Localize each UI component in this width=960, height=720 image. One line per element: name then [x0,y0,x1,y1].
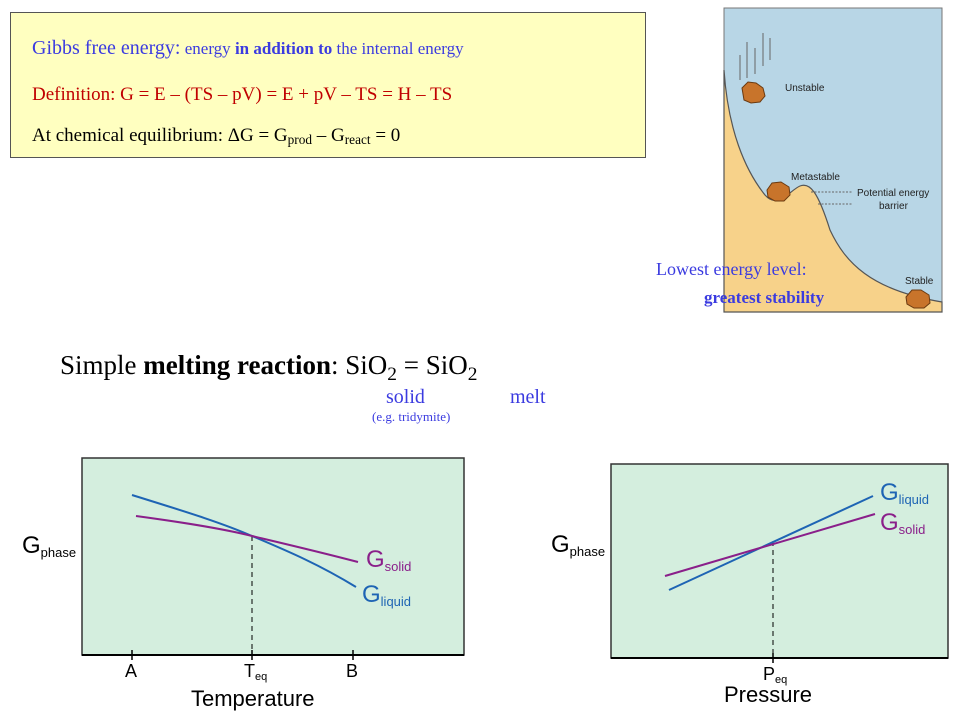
gibbs-title: Gibbs free energy [32,37,175,59]
barrier-label-1: Potential energy [857,188,929,199]
tick-b-label: B [346,661,358,681]
pressure-solid-line [664,513,876,577]
pressure-solid-label: Gsolid [880,509,925,537]
temperature-liquid-label: Gliquid [362,581,411,609]
definition-line: Definition: G = E – (TS – pV) = E + pV –… [32,84,453,105]
solid-label: solid [386,386,425,408]
temperature-y-label: Gphase [22,532,76,560]
gibbs-title-line: Gibbs free energy: energy in addition to… [32,37,464,59]
temperature-plot-area [81,457,465,656]
metastable-rock [766,181,791,202]
metastable-label: Metastable [791,172,840,183]
melting-reaction-heading: Simple melting reaction: SiO2 = SiO2 [60,350,478,385]
lowest-energy-label: Lowest energy level: [656,259,807,279]
pressure-x-label: Pressure [724,682,812,707]
greatest-stability-label: greatest stability [704,288,825,307]
stable-rock [905,289,931,309]
barrier-label-2: barrier [879,201,909,212]
tridymite-example: (e.g. tridymite) [372,409,451,424]
definition-box: Gibbs free energy: energy in addition to… [10,12,646,158]
landscape-ground [723,69,943,313]
temperature-plot: Gphase Gsolid Gliquid A Teq B Temperatur… [22,457,465,711]
in-addition-to: in addition to [234,39,333,58]
temperature-solid-label: Gsolid [366,546,411,574]
tick-a-label: A [125,661,137,681]
pressure-liquid-line [668,495,874,591]
unstable-label: Unstable [785,83,825,94]
unstable-rock [741,81,766,104]
temperature-solid-curve [135,515,359,563]
tick-teq-label: Teq [244,661,267,683]
temperature-x-label: Temperature [191,686,315,711]
equilibrium-line: At chemical equilibrium: ΔG = Gprod – Gr… [32,125,401,147]
stable-label: Stable [905,276,934,287]
pressure-liquid-label: Gliquid [880,479,929,507]
pressure-y-label: Gphase [551,531,605,559]
melt-label: melt [510,386,546,408]
tick-peq-label: Peq [763,664,787,686]
melting-reaction-bold: melting reaction [143,350,331,380]
falling-motion-lines [739,33,771,80]
pressure-plot: Gphase Gliquid Gsolid Peq Pressure [551,463,949,707]
energy-landscape-figure: Unstable Metastable Potential energy bar… [723,7,943,313]
pressure-plot-area [610,463,949,659]
